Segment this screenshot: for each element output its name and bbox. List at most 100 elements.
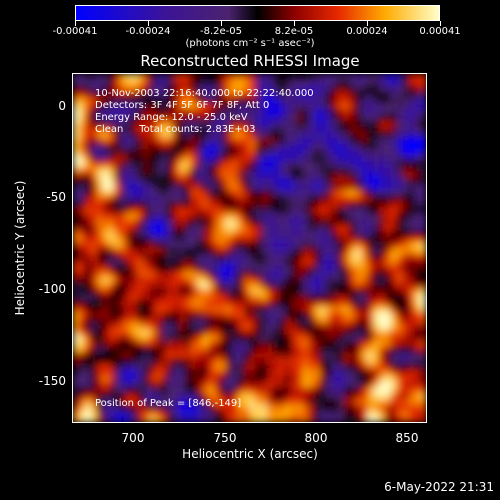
image-pixel bbox=[220, 410, 227, 417]
image-pixel bbox=[343, 74, 350, 81]
image-pixel bbox=[84, 300, 91, 307]
image-pixel bbox=[396, 184, 403, 191]
image-pixel bbox=[137, 207, 144, 214]
image-pixel bbox=[202, 329, 209, 336]
image-pixel bbox=[320, 381, 327, 388]
image-pixel bbox=[237, 108, 244, 115]
image-pixel bbox=[284, 282, 291, 289]
image-pixel bbox=[331, 114, 339, 121]
image-pixel bbox=[414, 282, 421, 289]
image-pixel bbox=[149, 288, 156, 295]
image-pixel bbox=[384, 132, 391, 139]
image-pixel bbox=[320, 91, 327, 98]
image-pixel bbox=[249, 282, 256, 289]
image-pixel bbox=[237, 190, 244, 197]
image-pixel bbox=[408, 114, 415, 121]
image-pixel bbox=[78, 329, 86, 336]
image-pixel bbox=[420, 178, 426, 185]
image-pixel bbox=[173, 132, 180, 139]
image-pixel bbox=[325, 404, 333, 411]
image-pixel bbox=[320, 282, 327, 289]
image-pixel bbox=[420, 91, 426, 98]
y-tick-label: -50 bbox=[46, 190, 66, 204]
image-pixel bbox=[314, 149, 321, 156]
image-pixel bbox=[125, 398, 133, 405]
image-pixel bbox=[367, 416, 374, 422]
image-pixel bbox=[108, 108, 115, 115]
image-pixel bbox=[349, 120, 356, 127]
image-pixel bbox=[178, 277, 186, 284]
image-pixel bbox=[320, 300, 327, 307]
image-pixel bbox=[290, 352, 297, 359]
image-pixel bbox=[302, 277, 309, 284]
image-pixel bbox=[384, 398, 391, 405]
image-pixel bbox=[320, 79, 327, 86]
image-pixel bbox=[325, 416, 333, 422]
image-pixel bbox=[196, 207, 203, 214]
image-pixel bbox=[402, 219, 409, 226]
image-pixel bbox=[402, 195, 409, 202]
image-pixel bbox=[155, 74, 162, 81]
image-pixel bbox=[420, 300, 426, 307]
image-pixel bbox=[390, 335, 397, 342]
image-pixel bbox=[337, 108, 344, 115]
image-pixel bbox=[249, 352, 256, 359]
image-pixel bbox=[184, 282, 191, 289]
image-pixel bbox=[337, 143, 344, 150]
image-pixel bbox=[378, 282, 386, 289]
image-pixel bbox=[308, 416, 315, 422]
image-pixel bbox=[84, 410, 91, 417]
image-pixel bbox=[125, 288, 133, 295]
image-pixel bbox=[161, 340, 168, 347]
image-pixel bbox=[408, 416, 415, 422]
image-pixel bbox=[331, 271, 339, 278]
image-pixel bbox=[384, 120, 391, 127]
image-pixel bbox=[202, 277, 209, 284]
image-pixel bbox=[284, 381, 291, 388]
image-pixel bbox=[149, 91, 156, 98]
image-pixel bbox=[178, 265, 186, 272]
image-pixel bbox=[167, 201, 174, 208]
image-pixel bbox=[84, 114, 91, 121]
image-pixel bbox=[73, 358, 80, 365]
image-pixel bbox=[349, 277, 356, 284]
image-pixel bbox=[378, 404, 386, 411]
image-pixel bbox=[108, 120, 115, 127]
image-pixel bbox=[102, 155, 109, 162]
image-pixel bbox=[420, 137, 426, 144]
image-pixel bbox=[273, 253, 280, 260]
image-pixel bbox=[137, 103, 144, 110]
image-pixel bbox=[202, 259, 209, 266]
image-pixel bbox=[378, 393, 386, 400]
image-pixel bbox=[390, 97, 397, 104]
image-pixel bbox=[196, 410, 203, 417]
image-pixel bbox=[320, 352, 327, 359]
image-pixel bbox=[320, 364, 327, 371]
image-pixel bbox=[196, 253, 203, 260]
image-pixel bbox=[320, 103, 327, 110]
image-pixel bbox=[90, 137, 97, 144]
image-pixel bbox=[343, 416, 350, 422]
image-pixel bbox=[131, 265, 139, 272]
image-pixel bbox=[378, 375, 386, 382]
image-pixel bbox=[167, 155, 174, 162]
image-pixel bbox=[102, 91, 109, 98]
image-pixel bbox=[196, 230, 203, 237]
image-pixel bbox=[249, 393, 256, 400]
image-pixel bbox=[131, 242, 139, 249]
image-pixel bbox=[108, 317, 115, 324]
image-pixel bbox=[108, 85, 115, 92]
image-pixel bbox=[202, 242, 209, 249]
image-pixel bbox=[343, 242, 350, 249]
image-pixel bbox=[349, 300, 356, 307]
image-pixel bbox=[349, 259, 356, 266]
image-pixel bbox=[396, 236, 403, 243]
image-pixel bbox=[249, 195, 256, 202]
image-pixel bbox=[314, 190, 321, 197]
image-pixel bbox=[108, 132, 115, 139]
image-pixel bbox=[78, 79, 86, 86]
image-pixel bbox=[243, 358, 250, 365]
image-pixel bbox=[78, 364, 86, 371]
image-pixel bbox=[296, 172, 303, 179]
image-pixel bbox=[355, 381, 362, 388]
